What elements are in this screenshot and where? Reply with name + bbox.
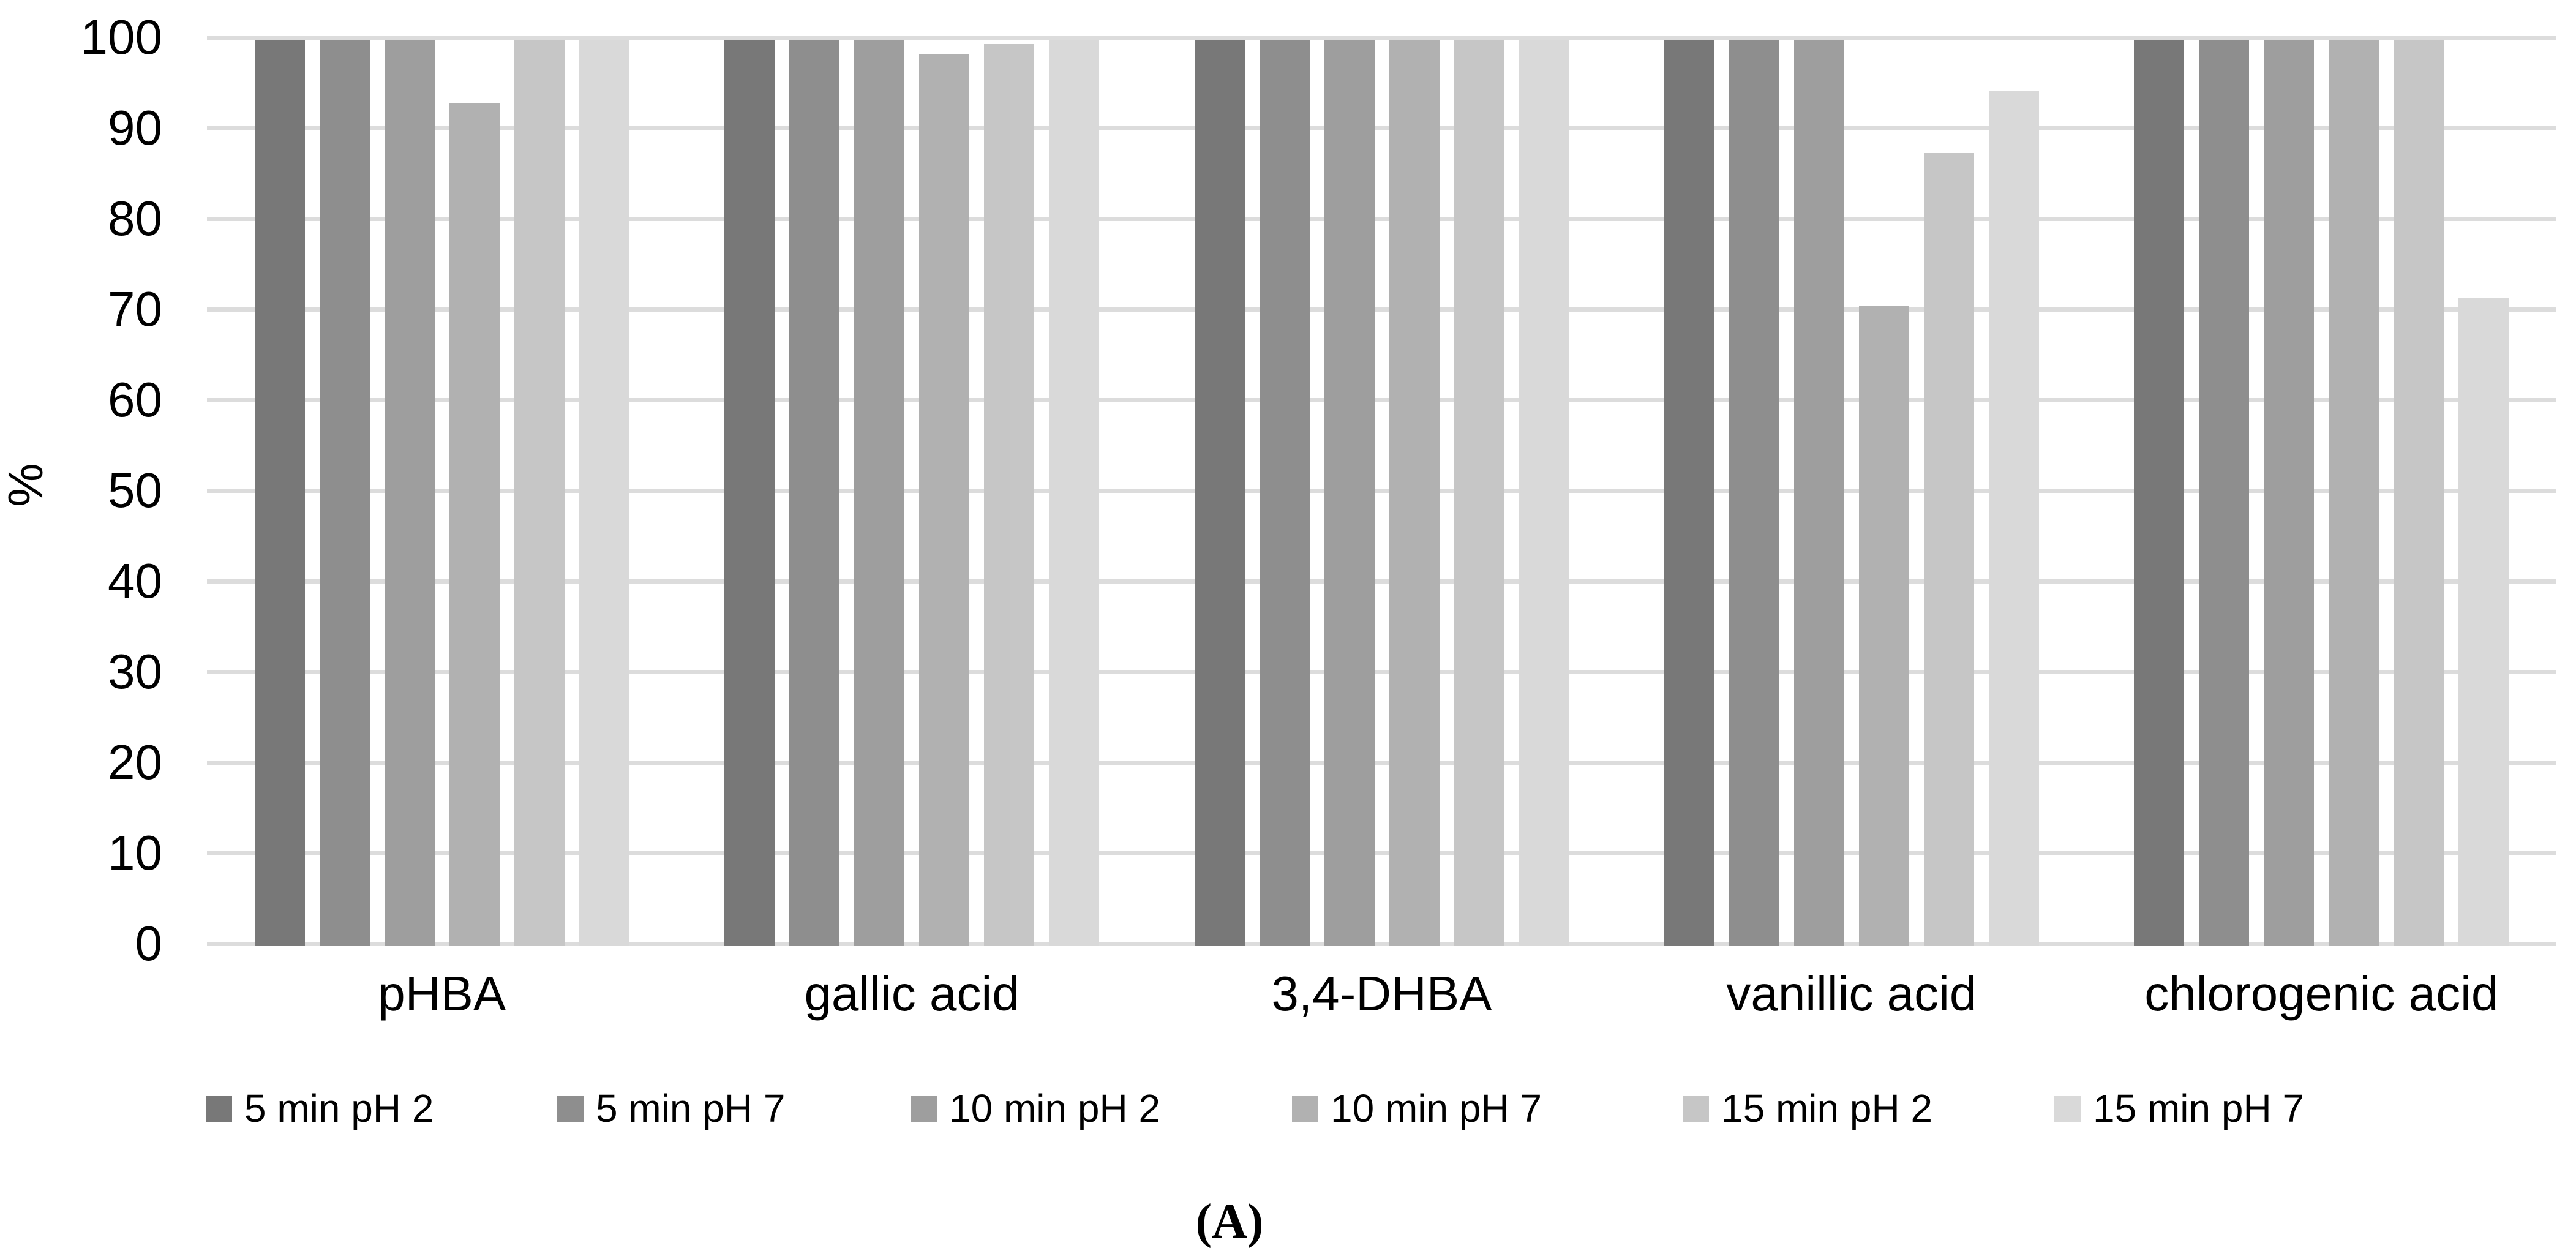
legend-entry: 5 min pH 7 — [557, 1087, 785, 1130]
y-tick-label: 60 — [108, 372, 162, 427]
x-category-label: chlorogenic acid — [2144, 966, 2499, 1021]
gridline — [207, 669, 2556, 674]
bar-15-min-pH-2-pHBA — [514, 40, 565, 946]
gridline — [207, 851, 2556, 855]
legend-entry: 10 min pH 2 — [911, 1087, 1160, 1130]
bar-5-min-pH-7-pHBA — [319, 40, 370, 946]
bar-15-min-pH-2-chlorogenic-acid — [2394, 40, 2444, 946]
legend-label: 5 min pH 7 — [596, 1086, 786, 1130]
y-tick-label: 30 — [108, 644, 162, 699]
legend-entry: 15 min pH 7 — [2054, 1087, 2304, 1130]
y-tick-label: 20 — [108, 735, 162, 789]
legend-swatch-icon — [911, 1095, 937, 1122]
gridline — [207, 307, 2556, 312]
gridline — [207, 126, 2556, 130]
legend-swatch-icon — [557, 1095, 584, 1122]
legend-swatch-icon — [1292, 1095, 1318, 1122]
y-tick-label: 80 — [108, 191, 162, 246]
legend-entry: 10 min pH 7 — [1292, 1087, 1542, 1130]
legend-label: 15 min pH 2 — [1721, 1086, 1933, 1130]
y-tick-label: 70 — [108, 282, 162, 336]
x-category-label: pHBA — [378, 966, 506, 1021]
bar-5-min-pH-7-gallic-acid — [789, 40, 840, 946]
bar-5-min-pH-2-vanillic-acid — [1664, 40, 1714, 946]
bar-5-min-pH-2-pHBA — [254, 40, 305, 946]
legend-entry: 15 min pH 2 — [1683, 1087, 1932, 1130]
bar-15-min-pH-7-chlorogenic-acid — [2458, 298, 2509, 946]
bar-10-min-pH-7-gallic-acid — [919, 54, 970, 946]
bar-5-min-pH-7-chlorogenic-acid — [2199, 40, 2250, 946]
bar-15-min-pH-7-gallic-acid — [1049, 40, 1100, 946]
bar-10-min-pH-7-3,4-DHBA — [1389, 40, 1440, 946]
bar-15-min-pH-2-3,4-DHBA — [1454, 40, 1504, 946]
bar-15-min-pH-7-3,4-DHBA — [1519, 40, 1569, 946]
legend-swatch-icon — [1683, 1095, 1709, 1122]
gridline — [207, 397, 2556, 402]
y-tick-label: 100 — [80, 10, 162, 64]
bar-15-min-pH-7-vanillic-acid — [1988, 91, 2039, 946]
legend-label: 15 min pH 7 — [2093, 1086, 2305, 1130]
x-category-label: gallic acid — [804, 966, 1020, 1021]
bar-10-min-pH-7-vanillic-acid — [1858, 306, 1909, 946]
gridline — [207, 216, 2556, 221]
bar-10-min-pH-2-3,4-DHBA — [1324, 40, 1375, 946]
bar-5-min-pH-7-3,4-DHBA — [1259, 40, 1310, 946]
legend-swatch-icon — [2054, 1095, 2081, 1122]
legend-entry: 5 min pH 2 — [206, 1087, 434, 1130]
y-tick-label: 40 — [108, 554, 162, 608]
y-tick-label: 50 — [108, 463, 162, 517]
bar-10-min-pH-2-gallic-acid — [854, 40, 905, 946]
bar-15-min-pH-2-gallic-acid — [984, 44, 1035, 946]
legend-label: 10 min pH 2 — [949, 1086, 1161, 1130]
x-category-label: 3,4-DHBA — [1271, 966, 1492, 1021]
panel-label: (A) — [1195, 1195, 1264, 1249]
bar-15-min-pH-7-pHBA — [579, 40, 629, 946]
legend-label: 10 min pH 7 — [1331, 1086, 1542, 1130]
bar-5-min-pH-2-gallic-acid — [724, 40, 775, 946]
bar-15-min-pH-2-vanillic-acid — [1923, 153, 1974, 946]
bar-10-min-pH-2-vanillic-acid — [1793, 40, 1844, 946]
gridline — [207, 579, 2556, 584]
bar-5-min-pH-2-3,4-DHBA — [1194, 40, 1245, 946]
bar-5-min-pH-2-chlorogenic-acid — [2134, 40, 2185, 946]
legend-swatch-icon — [206, 1095, 232, 1122]
y-tick-label: 0 — [135, 916, 163, 971]
x-category-label: vanillic acid — [1726, 966, 1977, 1021]
legend-label: 5 min pH 2 — [244, 1086, 434, 1130]
bar-10-min-pH-2-chlorogenic-acid — [2264, 40, 2315, 946]
bar-10-min-pH-7-chlorogenic-acid — [2329, 40, 2379, 946]
y-tick-label: 10 — [108, 825, 162, 880]
gridline — [207, 941, 2556, 946]
y-tick-label: 90 — [108, 100, 162, 155]
bar-10-min-pH-7-pHBA — [449, 103, 500, 946]
gridline — [207, 35, 2556, 40]
bar-10-min-pH-2-pHBA — [384, 40, 435, 946]
gridline — [207, 760, 2556, 765]
gridline — [207, 488, 2556, 493]
bar-5-min-pH-7-vanillic-acid — [1729, 40, 1779, 946]
